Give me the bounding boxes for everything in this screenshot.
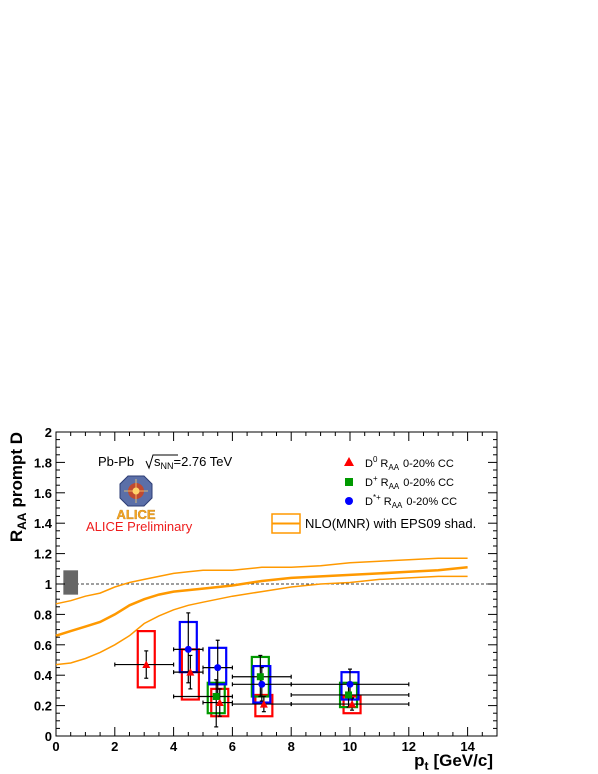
x-axis-title-main: p — [414, 751, 424, 770]
x-tick-label: 8 — [288, 739, 295, 754]
legend-d0-sup: 0 — [373, 455, 378, 464]
x-axis-title-unit: [GeV/c] — [433, 751, 493, 770]
legend-dplus-marker — [345, 478, 353, 486]
normalization-box-group — [63, 570, 79, 595]
model-curve-upper — [55, 557, 468, 605]
marker-s0-p3 — [259, 700, 268, 708]
marker-s1-p0 — [212, 692, 220, 700]
legend-d0-main: D — [365, 458, 373, 470]
marker-s2-p1 — [214, 664, 222, 672]
energy-value-text: =2.76 TeV — [174, 454, 233, 469]
legend-dplus-sub: AA — [389, 482, 400, 491]
model-curve-central — [55, 566, 468, 637]
preliminary-label: ALICE Preliminary — [86, 519, 193, 534]
markers-group — [142, 645, 357, 708]
legend-dstar-main: D — [365, 496, 373, 508]
legend-entry-dstar: D*+ RAA 0-20% CC — [345, 493, 457, 510]
energy-sub-text: NN — [161, 461, 174, 471]
marker-s0-p4 — [348, 700, 357, 708]
sqrt-symbol — [145, 454, 178, 470]
logo-text: ALICE — [117, 507, 156, 522]
y-axis-title: RAA prompt D — [7, 432, 29, 542]
legend-dstar-text: D*+ RAA 0-20% CC — [365, 493, 457, 510]
sys-box-s0-p0 — [136, 630, 156, 689]
marker-s0-p1 — [186, 668, 195, 676]
legend-entry-dplus: D+ RAA 0-20% CC — [345, 474, 454, 491]
y-tick-label: 0.6 — [34, 638, 52, 653]
legend-entry-model: NLO(MNR) with EPS09 shad. — [271, 513, 476, 534]
y-tick-label: 1 — [45, 577, 52, 592]
legend-dstar-sup: *+ — [373, 493, 381, 502]
y-tick-label: 1.2 — [34, 547, 52, 562]
y-axis-title-sub: AA — [15, 512, 29, 530]
model-curve-lower — [55, 575, 468, 666]
y-tick-label: 2 — [45, 425, 52, 440]
x-tick-label: 10 — [343, 739, 357, 754]
marker-s2-p3 — [346, 680, 354, 688]
legend-dstar-sub: AA — [392, 501, 403, 510]
y-tick-label: 0.8 — [34, 607, 52, 622]
energy-text: sNN=2.76 TeV — [154, 454, 233, 471]
x-tick-label: 12 — [402, 739, 416, 754]
sys-box-s0-p3 — [254, 693, 274, 718]
y-tick-label: 1.6 — [34, 486, 52, 501]
legend-d0-marker — [344, 457, 354, 466]
marker-s1-p2 — [345, 691, 353, 699]
legend-dstar-r: R — [384, 496, 392, 508]
legend-d0-sub: AA — [388, 463, 399, 472]
legend-dstar-rest: 0-20% CC — [406, 496, 457, 508]
y-tick-label: 1.4 — [34, 516, 53, 531]
system-label: Pb-Pb — [98, 454, 134, 469]
y-axis-title-rest: prompt D — [7, 432, 26, 508]
error-bars-group — [114, 612, 410, 728]
legend-d0-text: D0 RAA 0-20% CC — [365, 455, 454, 472]
y-axis-ticks: 0 0.2 0.4 0.6 0.8 1 1.2 1.4 1.6 1.8 2 — [34, 425, 497, 744]
legend-entry-d0: D0 RAA 0-20% CC — [344, 455, 454, 472]
marker-s1-p1 — [256, 673, 264, 681]
energy-sqrt-text: s — [154, 454, 161, 469]
x-axis-title: pt [GeV/c] — [414, 751, 493, 773]
marker-s2-p0 — [184, 645, 192, 653]
legend-dplus-r: R — [381, 477, 389, 489]
legend-dplus-text: D+ RAA 0-20% CC — [365, 474, 454, 491]
y-tick-label: 1.8 — [34, 455, 52, 470]
marker-s2-p2 — [258, 680, 266, 688]
x-tick-label: 14 — [460, 739, 475, 754]
systematic-boxes-group — [136, 620, 362, 718]
alice-logo: ALICE — [116, 475, 156, 522]
legend-dplus-sup: + — [373, 474, 378, 483]
legend: D0 RAA 0-20% CC D+ RAA 0-20% CC D*+ RAA 0-20% … — [271, 455, 476, 534]
x-tick-label: 0 — [52, 739, 59, 754]
legend-dplus-rest: 0-20% CC — [403, 477, 454, 489]
y-tick-label: 0.4 — [34, 668, 53, 683]
x-tick-label: 4 — [170, 739, 178, 754]
y-tick-label: 0.2 — [34, 699, 52, 714]
system-text: Pb-Pb — [98, 454, 134, 469]
marker-s0-p0 — [142, 660, 151, 669]
normalization-box — [63, 570, 79, 595]
x-tick-label: 6 — [229, 739, 236, 754]
y-tick-label: 0 — [45, 729, 52, 744]
x-tick-label: 2 — [111, 739, 118, 754]
energy-label: sNN=2.76 TeV — [145, 454, 233, 471]
legend-d0-rest: 0-20% CC — [403, 458, 454, 470]
legend-dplus-main: D — [365, 477, 373, 489]
sys-box-s0-p4 — [342, 695, 362, 715]
model-curves-group — [55, 557, 468, 666]
x-axis-ticks: 0 2 4 6 8 10 12 14 — [52, 432, 498, 754]
legend-d0-r: R — [380, 458, 388, 470]
legend-dstar-marker — [345, 497, 353, 505]
x-axis-title-sub: t — [424, 759, 428, 773]
y-axis-title-main: R — [7, 530, 26, 542]
marker-s0-p2 — [215, 698, 224, 707]
legend-model-text: NLO(MNR) with EPS09 shad. — [305, 516, 476, 531]
